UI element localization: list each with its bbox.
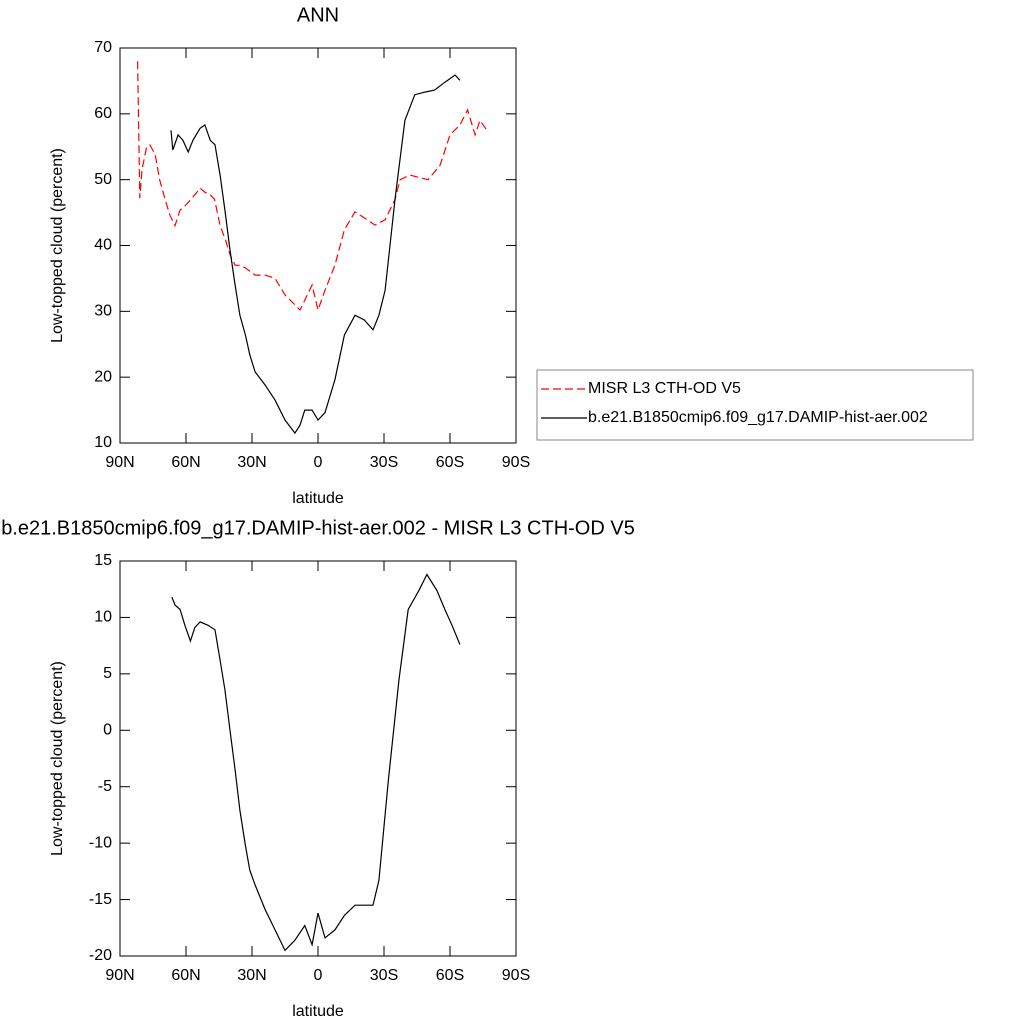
legend-box [536,369,974,441]
y-tick-label: -20 [89,947,112,964]
y-tick-label: 50 [94,171,112,188]
y-tick-label: 20 [94,368,112,385]
data-line [170,74,461,435]
x-tick-label: 60S [436,454,464,471]
plot-frame [119,560,517,957]
x-axis-label: latitude [292,1003,344,1020]
y-tick-label: 5 [103,665,112,682]
x-tick-label: 90N [105,454,134,471]
x-tick-label: 90N [105,967,134,984]
legend-label: MISR L3 CTH-OD V5 [588,380,741,397]
x-tick-label: 90S [502,967,530,984]
y-tick-label: -5 [98,778,112,795]
y-axis-label: Low-topped cloud (percent) [49,661,66,856]
y-tick-label: 10 [94,609,112,626]
x-tick-label: 60N [171,967,200,984]
x-tick-label: 60N [171,454,200,471]
y-tick-label: 40 [94,237,112,254]
x-tick-label: 30N [237,454,266,471]
y-tick-label: 30 [94,303,112,320]
x-tick-label: 0 [314,967,323,984]
legend-label: b.e21.B1850cmip6.f09_g17.DAMIP-hist-aer.… [588,409,928,426]
y-tick-label: 0 [103,722,112,739]
y-tick-label: -15 [89,891,112,908]
chart-title: b.e21.B1850cmip6.f09_g17.DAMIP-hist-aer.… [1,517,635,539]
data-line [171,573,461,952]
chart-title: ANN [297,4,339,26]
y-tick-label: 60 [94,105,112,122]
x-tick-label: 0 [314,454,323,471]
y-tick-label: -10 [89,834,112,851]
x-tick-label: 30S [370,967,398,984]
data-line [137,61,488,313]
x-tick-label: 60S [436,967,464,984]
x-tick-label: 30N [237,967,266,984]
y-tick-label: 10 [94,434,112,451]
x-axis-label: latitude [292,490,344,507]
y-axis-label: Low-topped cloud (percent) [49,148,66,343]
y-tick-label: 15 [94,552,112,569]
y-tick-label: 70 [94,39,112,56]
x-tick-label: 30S [370,454,398,471]
plot-frame [119,47,517,444]
x-tick-label: 90S [502,454,530,471]
